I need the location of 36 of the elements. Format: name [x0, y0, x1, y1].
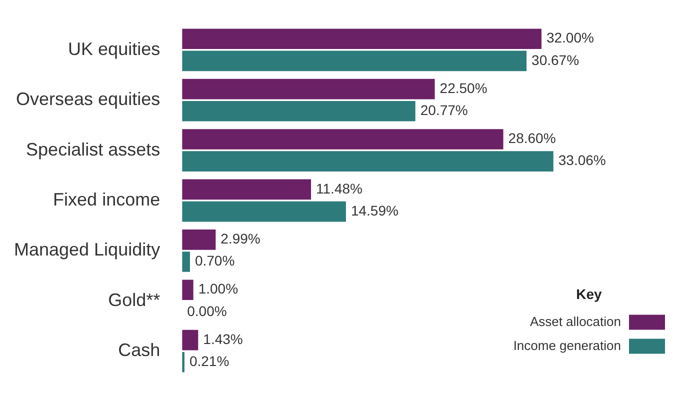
data-label: 28.60% — [508, 130, 556, 146]
bar — [182, 129, 504, 150]
bar — [182, 179, 312, 200]
bar — [182, 50, 527, 72]
y-tick-label: Gold** — [108, 290, 160, 310]
legend-label: Asset allocation — [530, 314, 621, 329]
data-label: 32.00% — [546, 30, 594, 46]
y-tick-label: UK equities — [68, 38, 160, 59]
data-label: 0.00% — [187, 302, 227, 319]
data-label: 20.77% — [420, 102, 468, 118]
bar — [182, 280, 194, 300]
data-label: 0.21% — [189, 353, 230, 370]
y-tick-label: Overseas equities — [16, 89, 160, 110]
data-label: 0.70% — [194, 252, 235, 269]
bar — [182, 229, 216, 250]
bar — [182, 151, 554, 172]
legend-label: Income generation — [513, 338, 621, 353]
legend-title: Key — [576, 286, 602, 302]
bar — [182, 201, 346, 222]
y-tick-label: Fixed income — [53, 189, 160, 210]
data-label: 1.00% — [198, 280, 238, 297]
data-label: 1.43% — [203, 330, 243, 347]
bar — [182, 100, 416, 122]
bar — [182, 78, 435, 100]
data-label: 14.59% — [350, 202, 398, 218]
data-label: 30.67% — [532, 52, 580, 68]
bar — [182, 330, 198, 350]
y-tick-label: Specialist assets — [26, 139, 160, 160]
y-tick-label: Cash — [118, 340, 160, 360]
bar — [182, 28, 542, 50]
data-label: 33.06% — [558, 152, 606, 168]
data-label: 2.99% — [220, 230, 260, 247]
data-label: 22.50% — [440, 80, 488, 96]
bar — [182, 252, 190, 272]
y-tick-label: Managed Liquidity — [14, 240, 160, 260]
data-label: 11.48% — [316, 180, 362, 196]
